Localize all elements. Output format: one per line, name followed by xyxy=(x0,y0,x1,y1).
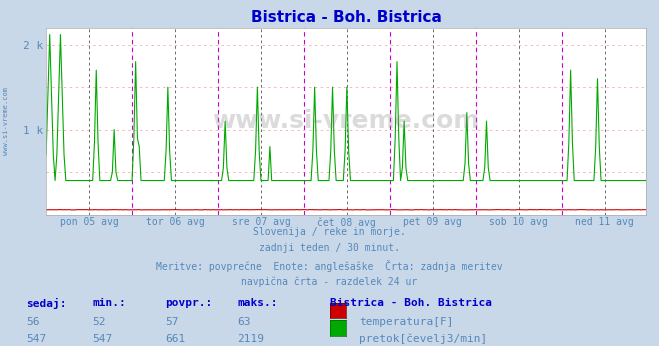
Text: pretok[čevelj3/min]: pretok[čevelj3/min] xyxy=(359,334,488,344)
Text: 547: 547 xyxy=(92,334,113,344)
Text: 57: 57 xyxy=(165,317,178,327)
Text: sedaj:: sedaj: xyxy=(26,298,67,309)
Text: 547: 547 xyxy=(26,334,47,344)
Text: Slovenija / reke in morje.: Slovenija / reke in morje. xyxy=(253,227,406,237)
Text: temperatura[F]: temperatura[F] xyxy=(359,317,453,327)
Text: www.si-vreme.com: www.si-vreme.com xyxy=(3,87,9,155)
Text: povpr.:: povpr.: xyxy=(165,298,212,308)
Text: 56: 56 xyxy=(26,317,40,327)
Text: www.si-vreme.com: www.si-vreme.com xyxy=(212,109,480,133)
Title: Bistrica - Boh. Bistrica: Bistrica - Boh. Bistrica xyxy=(250,10,442,25)
Text: 2119: 2119 xyxy=(237,334,264,344)
Text: 52: 52 xyxy=(92,317,105,327)
Text: Bistrica - Boh. Bistrica: Bistrica - Boh. Bistrica xyxy=(330,298,492,308)
Text: maks.:: maks.: xyxy=(237,298,277,308)
Text: Meritve: povprečne  Enote: anglešaške  Črta: zadnja meritev: Meritve: povprečne Enote: anglešaške Črt… xyxy=(156,260,503,272)
Text: navpična črta - razdelek 24 ur: navpična črta - razdelek 24 ur xyxy=(241,276,418,287)
Text: 661: 661 xyxy=(165,334,185,344)
Text: zadnji teden / 30 minut.: zadnji teden / 30 minut. xyxy=(259,243,400,253)
Text: 63: 63 xyxy=(237,317,250,327)
Text: min.:: min.: xyxy=(92,298,126,308)
